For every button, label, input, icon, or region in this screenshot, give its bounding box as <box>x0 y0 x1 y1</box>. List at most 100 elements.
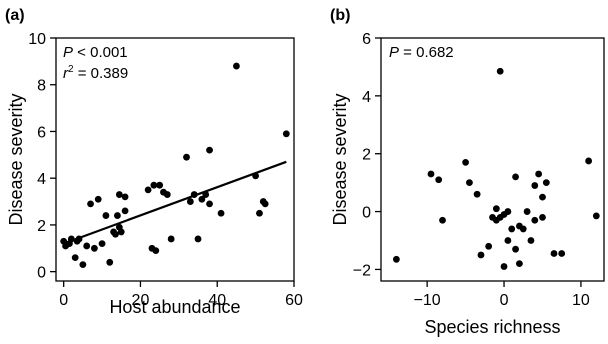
stat-annotation: P < 0.001 <box>63 44 128 61</box>
y-tick-label: 0 <box>37 265 46 282</box>
data-point <box>156 181 164 189</box>
regression-line <box>63 160 287 245</box>
data-point <box>194 235 202 243</box>
data-point <box>206 200 213 208</box>
data-point <box>152 247 160 255</box>
stat-variable: P <box>389 44 399 61</box>
data-point <box>102 212 110 219</box>
data-point <box>585 157 593 165</box>
data-point <box>115 191 123 198</box>
x-tick-label: 60 <box>285 292 303 309</box>
y-tick-label: 10 <box>28 31 46 48</box>
y-tick-label: 6 <box>362 31 371 48</box>
data-point <box>496 67 504 75</box>
plot-frame <box>380 37 605 282</box>
data-point <box>71 254 79 262</box>
data-point <box>117 228 125 236</box>
data-point <box>87 200 94 208</box>
x-axis-title: Host abundance <box>109 297 240 317</box>
data-point <box>144 186 152 194</box>
data-point <box>477 251 485 259</box>
data-point <box>190 191 198 198</box>
data-point <box>198 195 206 203</box>
x-axis-title: Species richness <box>424 317 560 337</box>
data-point <box>535 170 543 178</box>
data-point <box>516 260 523 268</box>
data-point <box>392 255 400 263</box>
data-point <box>427 170 435 178</box>
x-tick-label: 40 <box>208 292 226 309</box>
data-point <box>539 213 546 221</box>
data-point <box>252 172 260 180</box>
data-point <box>121 193 129 201</box>
stat-value: < 0.001 <box>73 44 128 61</box>
data-point <box>466 179 473 187</box>
data-point <box>150 181 158 189</box>
data-point <box>504 237 512 244</box>
x-tick-label: 0 <box>500 292 509 309</box>
y-tick-label: 4 <box>37 171 46 188</box>
panel-a: (a) 0 20 40 60 0 2 4 6 8 10 Host abundance Disease s… <box>5 7 303 317</box>
plot-frame <box>55 37 295 282</box>
data-point <box>94 195 102 203</box>
x-tick-label: 0 <box>59 292 68 309</box>
data-point <box>75 235 83 243</box>
stat-variable: P <box>63 44 73 61</box>
stat-value: = 0.682 <box>399 44 454 61</box>
y-tick-label: −2 <box>353 262 371 279</box>
data-point <box>485 242 493 250</box>
x-tick-label: 10 <box>572 292 590 309</box>
data-point <box>106 258 114 266</box>
data-point <box>504 208 512 215</box>
data-point <box>186 198 194 205</box>
data-point <box>542 179 550 187</box>
y-axis-title: Disease severity <box>6 93 26 225</box>
y-tick-label: 6 <box>37 124 46 141</box>
stat-variable: r <box>63 65 69 82</box>
data-point <box>183 153 190 161</box>
panel-label: (b) <box>330 7 350 24</box>
data-point <box>112 230 119 238</box>
data-point <box>261 200 269 208</box>
data-point <box>519 225 527 233</box>
data-point <box>282 130 290 138</box>
data-point <box>492 205 500 213</box>
data-point <box>114 212 121 219</box>
data-point <box>67 235 75 243</box>
data-point <box>98 240 106 248</box>
data-point <box>206 146 213 154</box>
data-point <box>592 212 600 220</box>
data-point <box>512 245 519 253</box>
data-point <box>539 193 546 201</box>
data-point <box>256 209 263 217</box>
data-point <box>90 244 98 252</box>
data-point <box>83 242 91 250</box>
panel-b: (b) −10 0 10 −2 0 2 4 6 Species richness Disease s… <box>330 7 605 337</box>
y-tick-label: 8 <box>37 78 46 95</box>
x-tick-label: 20 <box>132 292 150 309</box>
data-point <box>462 158 469 166</box>
stat-value: = 0.389 <box>74 65 129 82</box>
y-tick-label: 2 <box>362 147 371 164</box>
data-point <box>233 62 240 70</box>
data-point <box>439 216 446 224</box>
y-tick-label: 0 <box>362 205 371 222</box>
data-point <box>217 209 225 217</box>
data-point <box>121 207 129 215</box>
data-point <box>527 237 535 244</box>
data-point <box>79 261 87 269</box>
x-tick-label: −10 <box>414 292 441 309</box>
data-point <box>550 250 558 257</box>
data-point <box>558 250 566 257</box>
data-point <box>202 191 210 198</box>
data-point <box>163 191 171 198</box>
stat-annotation: P = 0.682 <box>389 44 454 61</box>
data-point <box>523 208 531 215</box>
data-point <box>435 176 443 184</box>
stat-superscript: 2 <box>68 64 74 75</box>
data-point <box>531 182 539 189</box>
data-point <box>508 225 516 233</box>
data-point <box>473 190 481 198</box>
stat-annotation: r2 = 0.389 <box>63 64 128 82</box>
